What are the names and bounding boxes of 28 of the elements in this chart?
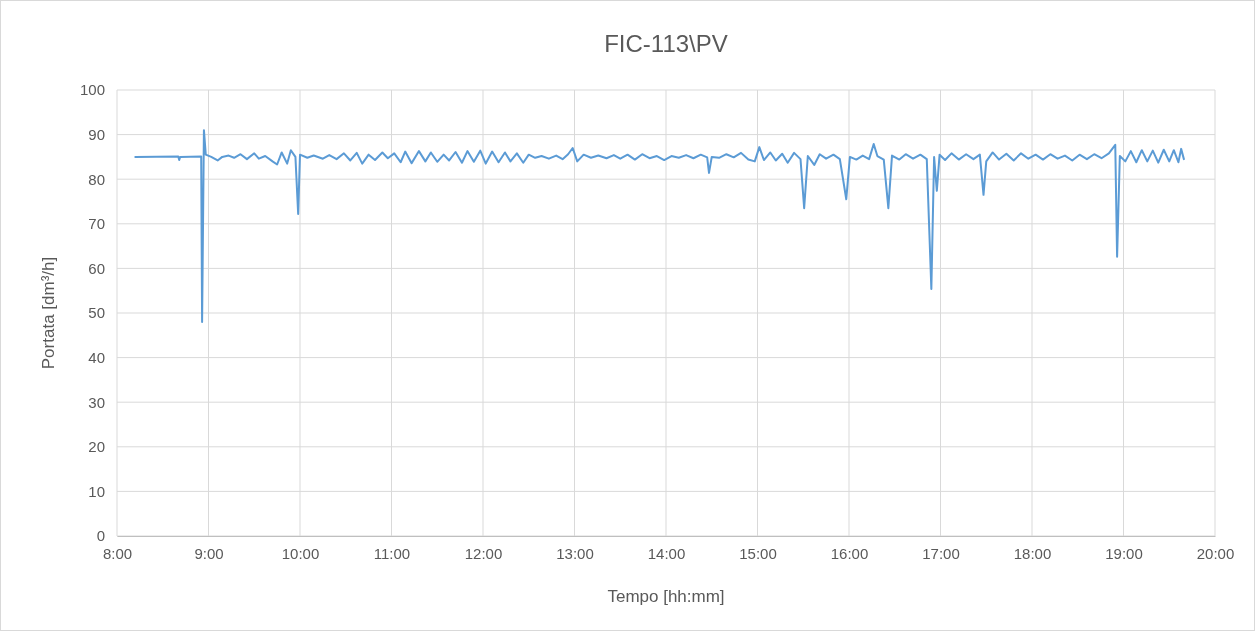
y-tick-label: 0 [96,527,105,545]
x-tick-label: 18:00 [1013,544,1052,562]
y-tick-label: 30 [88,393,105,411]
x-tick-label: 16:00 [830,544,869,562]
x-axis-title: Tempo [hh:mm] [607,587,725,606]
x-tick-label: 20:00 [1196,544,1235,562]
y-tick-label: 60 [88,259,105,277]
y-tick-label: 70 [88,215,105,233]
x-tick-label: 11:00 [373,544,411,562]
x-tick-label: 8:00 [102,544,133,562]
x-tick-label: 17:00 [922,544,960,562]
chart-title: FIC-113\PV [604,30,728,57]
x-tick-label: 13:00 [556,544,594,562]
line-series [134,129,1185,323]
x-tick-label: 19:00 [1105,544,1143,562]
y-tick-label: 10 [88,482,105,500]
x-tick-label: 15:00 [739,544,777,562]
x-tick-label: 10:00 [281,544,320,562]
y-tick-label: 100 [79,81,105,99]
y-tick-label: 40 [88,348,105,366]
y-axis-title: Portata [dm³/h] [39,256,58,370]
x-tick-label: 12:00 [464,544,503,562]
y-tick-label: 20 [88,438,105,456]
x-tick-label: 9:00 [194,544,224,562]
y-tick-label: 50 [88,304,105,322]
x-tick-label: 14:00 [647,544,686,562]
y-tick-label: 80 [88,170,105,188]
y-tick-label: 90 [88,125,105,143]
